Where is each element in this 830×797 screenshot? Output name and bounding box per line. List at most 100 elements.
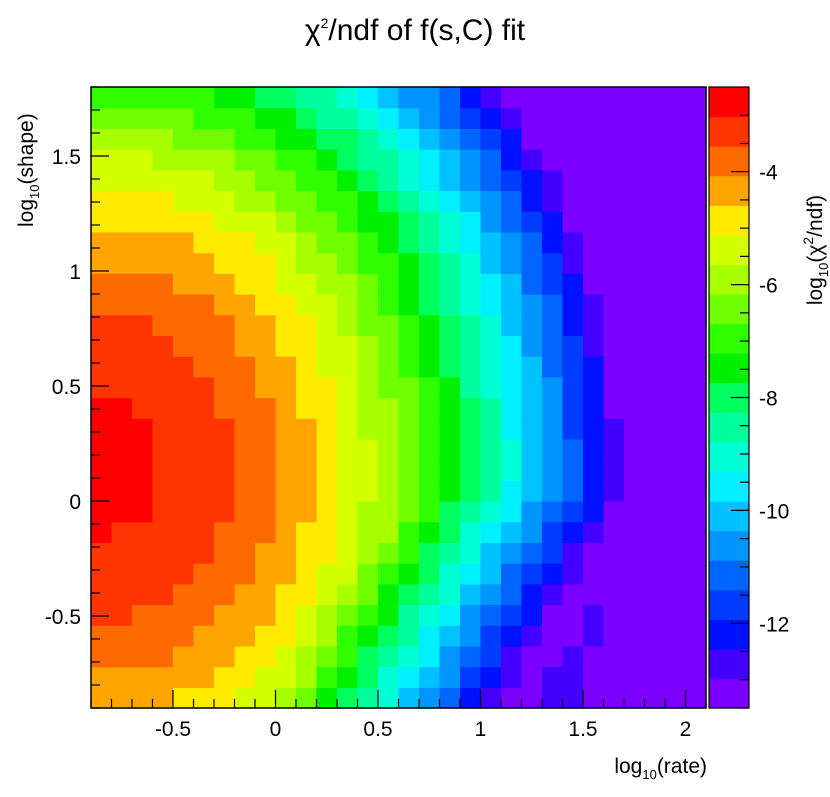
heatmap-cell (255, 521, 277, 543)
heatmap-cell (91, 335, 113, 357)
heatmap-cell (337, 521, 359, 543)
heatmap-cell (501, 459, 523, 481)
heatmap-cell (521, 563, 543, 585)
heatmap-cell (214, 149, 236, 171)
heatmap-cell (460, 687, 482, 709)
heatmap-cell (542, 501, 564, 523)
heatmap-cell (460, 211, 482, 233)
heatmap-cell (316, 335, 338, 357)
heatmap-cell (624, 252, 646, 274)
heatmap-cell (234, 418, 256, 440)
heatmap-cell (501, 252, 523, 274)
heatmap-cell (398, 583, 420, 606)
heatmap-cell (378, 501, 400, 523)
heatmap-cell (275, 252, 297, 274)
heatmap-cell (398, 687, 420, 709)
heatmap-cell (603, 356, 625, 378)
heatmap-cell (665, 459, 687, 481)
heatmap-cell (173, 231, 195, 254)
heatmap-cell (501, 521, 523, 543)
heatmap-cell (624, 169, 646, 192)
heatmap-cell (583, 542, 605, 564)
heatmap-cell (624, 625, 646, 647)
heatmap-cell (214, 273, 236, 295)
heatmap-cell (214, 438, 236, 461)
heatmap-cell (685, 149, 707, 171)
heatmap-cell (378, 107, 400, 129)
heatmap-cell (603, 687, 625, 709)
heatmap-cell (275, 107, 297, 129)
heatmap-cell (542, 335, 564, 357)
heatmap-cell (398, 107, 420, 129)
heatmap-cell (357, 397, 379, 419)
heatmap-cell (255, 666, 277, 688)
heatmap-cell (521, 128, 543, 150)
heatmap-cell (665, 356, 687, 378)
heatmap-cell (583, 397, 605, 419)
heatmap-cell (275, 542, 297, 564)
heatmap-cell (152, 356, 174, 378)
heatmap-cell (316, 583, 338, 606)
heatmap-cell (439, 356, 461, 378)
heatmap-cell (275, 687, 297, 709)
heatmap-cell (542, 252, 564, 274)
heatmap-cell (378, 645, 400, 668)
heatmap-cell (193, 231, 215, 254)
heatmap-cell (419, 376, 441, 399)
heatmap-cell (562, 604, 584, 626)
heatmap-cell (603, 583, 625, 606)
heatmap-cell (521, 501, 543, 523)
heatmap-cell (275, 294, 297, 316)
heatmap-cell (378, 666, 400, 688)
heatmap-cell (685, 87, 707, 109)
heatmap-cell (234, 625, 256, 647)
heatmap-cell (521, 480, 543, 502)
heatmap-cell (234, 645, 256, 668)
heatmap-cell (193, 625, 215, 647)
heatmap-cell (665, 583, 687, 606)
heatmap-cell (214, 211, 236, 233)
heatmap-cell (644, 666, 666, 688)
heatmap-cell (685, 583, 707, 606)
x-tick-label: 1.5 (568, 718, 597, 741)
heatmap-cell (275, 563, 297, 585)
heatmap-cell (193, 583, 215, 606)
heatmap-cell (316, 190, 338, 212)
heatmap-cell (378, 583, 400, 606)
heatmap-cell (480, 563, 502, 585)
heatmap-cell (644, 625, 666, 647)
heatmap-cell (234, 190, 256, 212)
heatmap-cell (480, 418, 502, 440)
heatmap-cell (685, 356, 707, 378)
heatmap-cell (583, 583, 605, 606)
heatmap-cell (562, 501, 584, 523)
heatmap-cell (644, 480, 666, 502)
heatmap-cell (111, 211, 133, 233)
y-axis-title: log10(shape) (15, 113, 42, 227)
heatmap-cell (234, 314, 256, 336)
heatmap-cell (357, 501, 379, 523)
heatmap-cell (316, 231, 338, 254)
heatmap-cell (439, 87, 461, 109)
heatmap-cell (460, 356, 482, 378)
heatmap-cell (460, 294, 482, 316)
heatmap-cell (419, 542, 441, 564)
heatmap-cell (460, 376, 482, 399)
heatmap-cell (685, 107, 707, 129)
heatmap-cell (542, 645, 564, 668)
heatmap-cell (91, 542, 113, 564)
heatmap-cell (542, 542, 564, 564)
heatmap-cell (255, 252, 277, 274)
heatmap-cell (603, 376, 625, 399)
color-scale-box (709, 619, 749, 650)
heatmap-cell (501, 376, 523, 399)
heatmap-cell (214, 459, 236, 481)
heatmap-cell (419, 107, 441, 129)
heatmap-cell (603, 459, 625, 481)
heatmap-cell (132, 438, 154, 461)
heatmap-cell (665, 190, 687, 212)
heatmap-cell (480, 438, 502, 461)
heatmap-cell (460, 273, 482, 295)
heatmap-cell (296, 418, 318, 440)
heatmap-cell (480, 128, 502, 150)
